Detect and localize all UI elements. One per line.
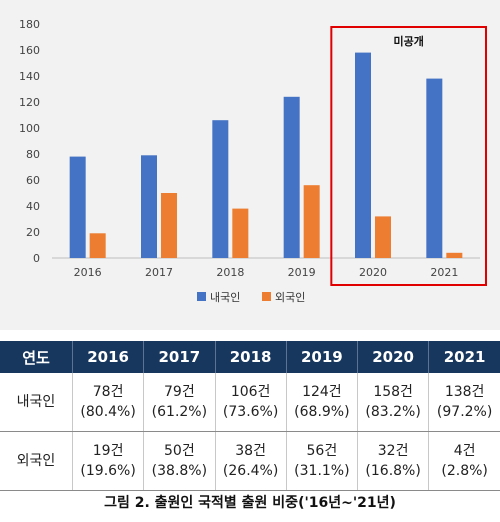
highlight-label: 미공개 — [393, 34, 423, 48]
y-tick-label: 180 — [19, 18, 40, 31]
table-cell: 50건 (38.8%) — [143, 431, 216, 491]
header-2021: 2021 — [428, 341, 500, 373]
cell-share: (16.8%) — [365, 463, 421, 479]
y-tick-label: 40 — [26, 200, 40, 213]
cell-count: 4건 — [453, 443, 476, 459]
table-cell: 79건 (61.2%) — [143, 373, 216, 432]
cell-count: 124건 — [302, 384, 342, 400]
bar-foreign — [232, 208, 249, 258]
bar-domestic — [355, 52, 371, 258]
cell-share: (83.2%) — [365, 404, 421, 420]
header-2018: 2018 — [215, 341, 287, 373]
y-tick-label: 140 — [19, 70, 40, 83]
table-row-foreign: 외국인 19건 (19.6%) 50건 (38.8%) 38건 (26.4%) 56건… — [0, 431, 500, 491]
figure-caption: 그림 2. 출원인 국적별 출원 비중('16년~'21년) — [104, 495, 396, 511]
cell-share: (31.1%) — [294, 463, 350, 479]
cell-share: (61.2%) — [151, 404, 208, 420]
bar-chart: 0 20 40 60 80 100 120 140 160 180 2016 2017 2018 2019… — [19, 18, 488, 304]
cell-count: 56건 — [306, 443, 338, 459]
bar-domestic — [69, 156, 86, 258]
cell-count: 79건 — [164, 384, 195, 400]
bar-domestic — [212, 120, 229, 258]
x-tick-label: 2019 — [288, 266, 316, 279]
cell-share: (19.6%) — [80, 463, 136, 479]
cell-share: (2.8%) — [441, 463, 488, 479]
cell-count: 19건 — [92, 443, 124, 459]
row-label: 외국인 — [0, 431, 73, 491]
header-2020: 2020 — [357, 341, 430, 373]
cell-count: 38건 — [235, 443, 266, 459]
header-2017: 2017 — [143, 341, 216, 373]
table-cell: 4건 (2.8%) — [428, 431, 500, 491]
table-row-domestic: 내국인 78건 (80.4%) 79건 (61.2%) 106건 (73.6%) 12… — [0, 373, 500, 432]
x-tick-label: 2021 — [430, 266, 458, 279]
cell-share: (73.6%) — [222, 404, 279, 420]
chart-panel: 0 20 40 60 80 100 120 140 160 180 2016 2017 2018 2019… — [0, 0, 500, 330]
bar-foreign — [446, 252, 463, 258]
y-tick-label: 80 — [26, 148, 40, 161]
legend-swatch — [197, 292, 206, 301]
legend-label: 외국인 — [275, 291, 305, 304]
table-cell: 138건 (97.2%) — [428, 373, 500, 432]
table-header-row: 연도 2016 2017 2018 2019 2020 2021 — [0, 341, 500, 373]
bar-foreign — [303, 185, 320, 258]
x-tick-label: 2020 — [359, 266, 387, 279]
table-cell: 106건 (73.6%) — [215, 373, 287, 432]
bar-domestic — [426, 78, 443, 258]
cell-count: 106건 — [230, 384, 271, 400]
table-cell: 78건 (80.4%) — [72, 373, 145, 432]
data-table: 연도 2016 2017 2018 2019 2020 2021 내국인 78건… — [0, 341, 500, 491]
cell-share: (38.8%) — [151, 463, 208, 479]
bar-domestic — [141, 155, 157, 258]
bar-foreign — [375, 216, 391, 258]
cell-count: 50건 — [164, 443, 195, 459]
bar-foreign — [89, 233, 106, 258]
bar-foreign — [161, 193, 177, 258]
y-tick-label: 0 — [33, 252, 40, 265]
cell-count: 158건 — [373, 384, 413, 400]
cell-count: 138건 — [444, 384, 485, 400]
bar-domestic — [283, 96, 300, 258]
y-tick-label: 100 — [19, 122, 40, 135]
y-tick-label: 20 — [26, 226, 40, 239]
header-2016: 2016 — [72, 341, 145, 373]
header-2019: 2019 — [286, 341, 359, 373]
header-year: 연도 — [0, 341, 73, 373]
table-cell: 56건 (31.1%) — [286, 431, 359, 491]
x-tick-label: 2016 — [74, 266, 102, 279]
table-cell: 158건 (83.2%) — [357, 373, 430, 432]
cell-share: (80.4%) — [80, 404, 136, 420]
table-cell: 124건 (68.9%) — [286, 373, 359, 432]
x-tick-label: 2017 — [145, 266, 173, 279]
cell-count: 32건 — [377, 443, 409, 459]
y-tick-label: 120 — [19, 96, 40, 109]
legend-swatch — [262, 292, 271, 301]
x-tick-label: 2018 — [216, 266, 244, 279]
table-cell: 38건 (26.4%) — [215, 431, 287, 491]
cell-share: (26.4%) — [222, 463, 279, 479]
cell-share: (97.2%) — [436, 404, 493, 420]
cell-share: (68.9%) — [294, 404, 350, 420]
table-cell: 19건 (19.6%) — [72, 431, 145, 491]
highlight-box — [330, 26, 488, 286]
y-tick-label: 60 — [26, 174, 40, 187]
table-cell: 32건 (16.8%) — [357, 431, 430, 491]
legend-label: 내국인 — [210, 291, 240, 304]
y-tick-label: 160 — [19, 44, 40, 57]
cell-count: 78건 — [92, 384, 124, 400]
row-label: 내국인 — [0, 373, 73, 432]
